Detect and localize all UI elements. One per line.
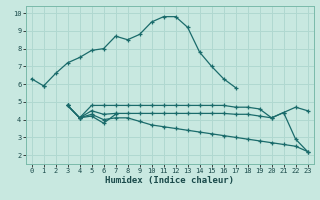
X-axis label: Humidex (Indice chaleur): Humidex (Indice chaleur) xyxy=(105,176,234,185)
